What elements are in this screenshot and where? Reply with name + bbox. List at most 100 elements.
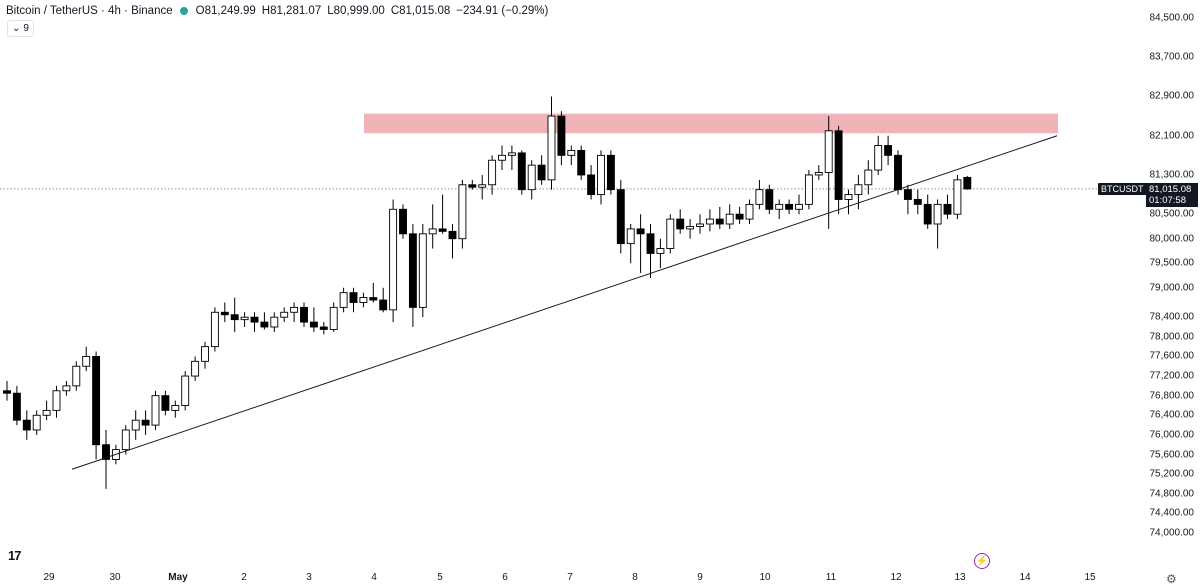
- date-tick-label: 10: [759, 572, 771, 583]
- candle-up: [874, 145, 883, 171]
- date-tick-label: 8: [632, 572, 638, 583]
- candle-up: [151, 395, 160, 426]
- price-tick-label: 79,500.00: [1149, 257, 1195, 269]
- candle-up: [666, 218, 675, 249]
- candle-up: [953, 179, 962, 215]
- candle-down: [646, 233, 655, 254]
- candle-down: [250, 316, 259, 323]
- open-value: O81,249.99: [195, 5, 256, 17]
- date-tick-label: 4: [371, 572, 377, 583]
- candle-down: [408, 233, 417, 308]
- candle-up: [290, 306, 299, 313]
- candle-up: [567, 149, 576, 156]
- candle-up: [824, 130, 833, 173]
- lightning-bolt-icon[interactable]: ⚡: [974, 553, 990, 569]
- candle-up: [191, 360, 200, 377]
- candle-up: [795, 203, 803, 210]
- candle-down: [319, 326, 328, 330]
- candle-down: [369, 297, 378, 301]
- candle-down: [448, 230, 457, 240]
- candle-down: [141, 419, 150, 426]
- candle-down: [676, 218, 685, 230]
- ascending-trendline: [71, 135, 1058, 470]
- date-tick-label: 2: [241, 572, 247, 583]
- candle-up: [329, 306, 338, 330]
- symbol-tag: BTCUSDT: [1098, 183, 1147, 195]
- candle-up: [705, 218, 714, 225]
- time-axis[interactable]: 29 30 May 2 3 4 5 6 7 8 9 10 11 12 13 14 15: [0, 568, 1142, 587]
- price-tick-label: 82,900.00: [1149, 90, 1195, 102]
- candle-down: [309, 321, 318, 328]
- candle-up: [389, 208, 398, 311]
- candle-up: [597, 154, 605, 196]
- price-tick-label: 76,000.00: [1149, 429, 1195, 441]
- candle-up: [62, 385, 71, 392]
- date-tick-label: 30: [109, 572, 121, 583]
- candle-down: [616, 189, 625, 245]
- candle-up: [478, 184, 487, 188]
- candle-down: [260, 321, 269, 328]
- candle-up: [280, 311, 289, 318]
- candle-up: [844, 194, 853, 200]
- candle-up: [42, 409, 51, 416]
- candle-down: [923, 203, 932, 225]
- indicators-toggle-button[interactable]: ⌄ 9: [7, 20, 34, 37]
- candle-up: [507, 152, 516, 156]
- date-tick-label: 14: [1019, 572, 1031, 583]
- candle-up: [418, 233, 427, 308]
- candle-down: [884, 145, 893, 156]
- candle-up: [52, 390, 61, 411]
- date-tick-label: 12: [890, 572, 902, 583]
- candle-down: [765, 189, 774, 210]
- candlestick-chart[interactable]: [0, 0, 1142, 568]
- candle-up: [755, 189, 764, 205]
- date-tick-label: 3: [306, 572, 312, 583]
- candle-up: [201, 346, 209, 362]
- candle-down: [913, 199, 922, 205]
- candle-up: [488, 159, 497, 186]
- date-tick-label: 5: [437, 572, 443, 583]
- date-tick-label: 11: [825, 572, 837, 583]
- price-tick-label: 78,400.00: [1149, 311, 1195, 323]
- gear-icon[interactable]: ⚙: [1166, 572, 1177, 586]
- candle-down: [12, 392, 21, 421]
- candle-down: [22, 419, 31, 431]
- candle-up: [933, 203, 942, 225]
- candle-up: [725, 213, 734, 225]
- candle-up: [458, 184, 467, 240]
- price-tick-label: 75,600.00: [1149, 449, 1195, 461]
- date-tick-label: 7: [567, 572, 573, 583]
- price-axis[interactable]: 84,500.00 83,700.00 82,900.00 82,100.00 81,3…: [1142, 0, 1200, 587]
- date-tick-label: 15: [1084, 572, 1096, 583]
- candle-up: [121, 429, 130, 451]
- price-tick-label: 76,800.00: [1149, 390, 1195, 402]
- price-tick-label: 76,400.00: [1149, 409, 1195, 421]
- candle-up: [696, 223, 704, 227]
- candle-down: [230, 314, 239, 321]
- chevron-down-icon: ⌄: [12, 23, 21, 34]
- candle-up: [547, 115, 556, 181]
- candle-up: [527, 164, 536, 191]
- candle-down: [903, 189, 912, 200]
- candle-down: [587, 174, 596, 196]
- candle-down: [220, 311, 229, 316]
- candle-down: [468, 184, 477, 188]
- candle-down: [438, 228, 447, 232]
- candle-down: [161, 395, 170, 411]
- change-value: −234.91 (−0.29%): [456, 5, 549, 17]
- price-tick-label: 74,800.00: [1149, 488, 1195, 500]
- indicator-count: 9: [23, 23, 29, 34]
- candle-down: [379, 299, 388, 311]
- price-tick-label: 74,400.00: [1149, 507, 1195, 519]
- candle-up: [814, 172, 823, 176]
- last-price-value: 81,015.08: [1149, 184, 1192, 195]
- tradingview-logo[interactable]: 17: [8, 548, 22, 563]
- date-tick-label: May: [168, 572, 188, 583]
- date-tick-label: 29: [43, 572, 55, 583]
- market-status-icon: [179, 7, 188, 15]
- price-tick-label: 83,700.00: [1149, 51, 1195, 63]
- candle-down: [3, 390, 11, 394]
- candle-down: [894, 154, 902, 191]
- candle-up: [72, 365, 81, 387]
- symbol-title[interactable]: Bitcoin / TetherUS · 4h · Binance: [6, 5, 173, 17]
